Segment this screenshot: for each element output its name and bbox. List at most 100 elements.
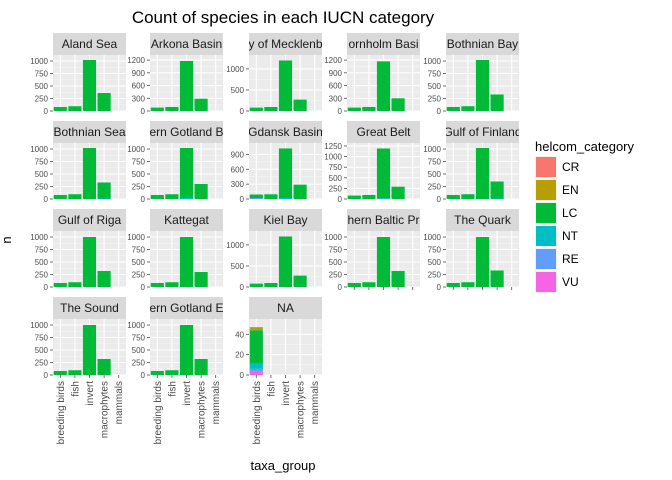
legend-label-nt: NT: [562, 229, 579, 243]
x-tick-label-macrophytes: macrophytes: [296, 381, 307, 438]
bar-invert-lc: [179, 325, 194, 375]
bar-macrophytes-lc: [391, 271, 405, 287]
y-tick-label: 40: [235, 330, 244, 339]
bar-breeding-birds-lc: [446, 283, 460, 287]
facet-bothnian-sea: Bothnian Sea 0 250 500 750 1000: [30, 121, 126, 204]
bar-macrophytes-lc: [490, 181, 504, 199]
facet-strip-label: Gdansk Basin: [248, 125, 323, 139]
y-tick-label: 0: [240, 195, 245, 204]
y-tick-label: 250: [35, 271, 49, 280]
facet-strip-label: ornholm Basi: [348, 37, 418, 51]
facet-strip-label: y of Mecklenb: [248, 37, 322, 51]
bar-macrophytes-nt: [97, 198, 111, 199]
legend: helcom_category CR EN LC NT RE VU: [535, 139, 634, 293]
y-tick-label: 500: [35, 346, 49, 355]
bar-fish-lc: [165, 194, 179, 199]
bar-breeding-birds-nt: [249, 363, 263, 369]
facet-bothnian-bay: Bothnian Bay 0 250 500 750 1000: [423, 33, 519, 116]
bar-macrophytes-lc: [293, 99, 307, 111]
bar-fish-lc: [165, 106, 179, 111]
bar-breeding-birds-lc: [446, 107, 460, 111]
y-tick-label: 250: [428, 95, 442, 104]
y-tick-label: 1000: [127, 145, 145, 154]
y-tick-label: 1000: [30, 233, 48, 242]
facet-strip-label: The Quark: [454, 213, 512, 227]
facet-strip-label: Kattegat: [164, 213, 209, 227]
y-tick-label: 250: [132, 359, 146, 368]
y-tick-label: 500: [329, 174, 343, 183]
facet-strip: [150, 121, 223, 143]
y-tick-label: 300: [132, 94, 146, 103]
bar-fish-lc: [461, 194, 475, 199]
y-tick-label: 1000: [423, 57, 441, 66]
bar-invert-lc: [278, 148, 293, 199]
bar-breeding-birds-lc: [347, 283, 361, 287]
y-tick-label: 500: [428, 258, 442, 267]
x-tick-label-macrophytes: macrophytes: [100, 381, 111, 438]
bar-breeding-birds-lc: [53, 283, 67, 287]
facet-strip-label: NA: [277, 301, 294, 315]
bar-breeding-birds-lc: [347, 195, 361, 199]
facet-strip: [249, 121, 322, 143]
bar-invert-lc: [179, 237, 194, 287]
facet-strip: [53, 209, 126, 231]
x-tick-label-invert: invert: [182, 381, 193, 406]
y-tick-label: 300: [231, 180, 245, 189]
y-tick-label: 1200: [324, 56, 342, 65]
y-tick-label: 1200: [127, 56, 145, 65]
y-tick-label: 1000: [127, 321, 145, 330]
y-tick-label: 500: [132, 346, 146, 355]
bar-invert-lc: [179, 60, 194, 111]
bar-invert-lc: [278, 60, 293, 111]
y-tick-label: 1000: [226, 65, 244, 74]
facet-strip: [53, 297, 126, 319]
y-tick-label: 600: [231, 165, 245, 174]
facet-strip: [347, 121, 420, 143]
y-tick-label: 0: [141, 107, 146, 116]
y-tick-label: 750: [428, 70, 442, 79]
bar-breeding-birds-lc: [150, 283, 164, 287]
bar-macrophytes-lc: [97, 182, 111, 199]
y-tick-label: 750: [132, 334, 146, 343]
y-tick-label: 500: [231, 262, 245, 271]
bar-macrophytes-lc: [194, 98, 208, 111]
facet-strip: [249, 297, 322, 319]
bar-invert-nt: [376, 198, 391, 199]
bar-invert-lc: [179, 148, 194, 198]
bar-macrophytes-lc: [97, 93, 111, 111]
bar-fish-lc: [165, 370, 179, 375]
x-tick-label-invert: invert: [281, 381, 292, 406]
legend-label-lc: LC: [562, 206, 578, 220]
bar-invert-lc: [376, 237, 391, 287]
y-tick-label: 750: [329, 246, 343, 255]
y-tick-label: 600: [132, 82, 146, 91]
bar-fish-lc: [362, 282, 376, 287]
bar-invert-lc: [82, 60, 97, 111]
x-tick-label-fish: fish: [266, 381, 277, 397]
y-tick-label: 900: [231, 150, 245, 159]
y-tick-label: 0: [338, 283, 343, 292]
y-tick-label: 1250: [324, 142, 342, 151]
bar-breeding-birds-re: [249, 368, 263, 371]
y-tick-label: 250: [132, 271, 146, 280]
bar-breeding-birds-lc: [150, 195, 164, 199]
bar-breeding-birds-lc: [347, 107, 361, 111]
bar-breeding-birds-lc: [249, 194, 263, 199]
bar-fish-lc: [362, 106, 376, 111]
y-tick-label: 0: [141, 283, 146, 292]
bar-fish-lc: [461, 106, 475, 111]
bar-breeding-birds-lc: [53, 371, 67, 375]
y-tick-label: 300: [329, 94, 343, 103]
legend-label-cr: CR: [562, 160, 580, 174]
facet-arkona-basin: Arkona Basin 0 300 600 900 1200: [127, 33, 223, 116]
y-tick-label: 500: [428, 82, 442, 91]
bar-invert-lc: [475, 148, 490, 199]
facet-strip-label: Arkona Basin: [151, 37, 222, 51]
y-tick-label: 1000: [324, 153, 342, 162]
legend-label-vu: VU: [562, 275, 579, 289]
facet-strip: [446, 33, 519, 55]
y-tick-label: 600: [329, 82, 343, 91]
legend-swatch-re: [536, 249, 556, 269]
y-tick-label: 250: [428, 271, 442, 280]
